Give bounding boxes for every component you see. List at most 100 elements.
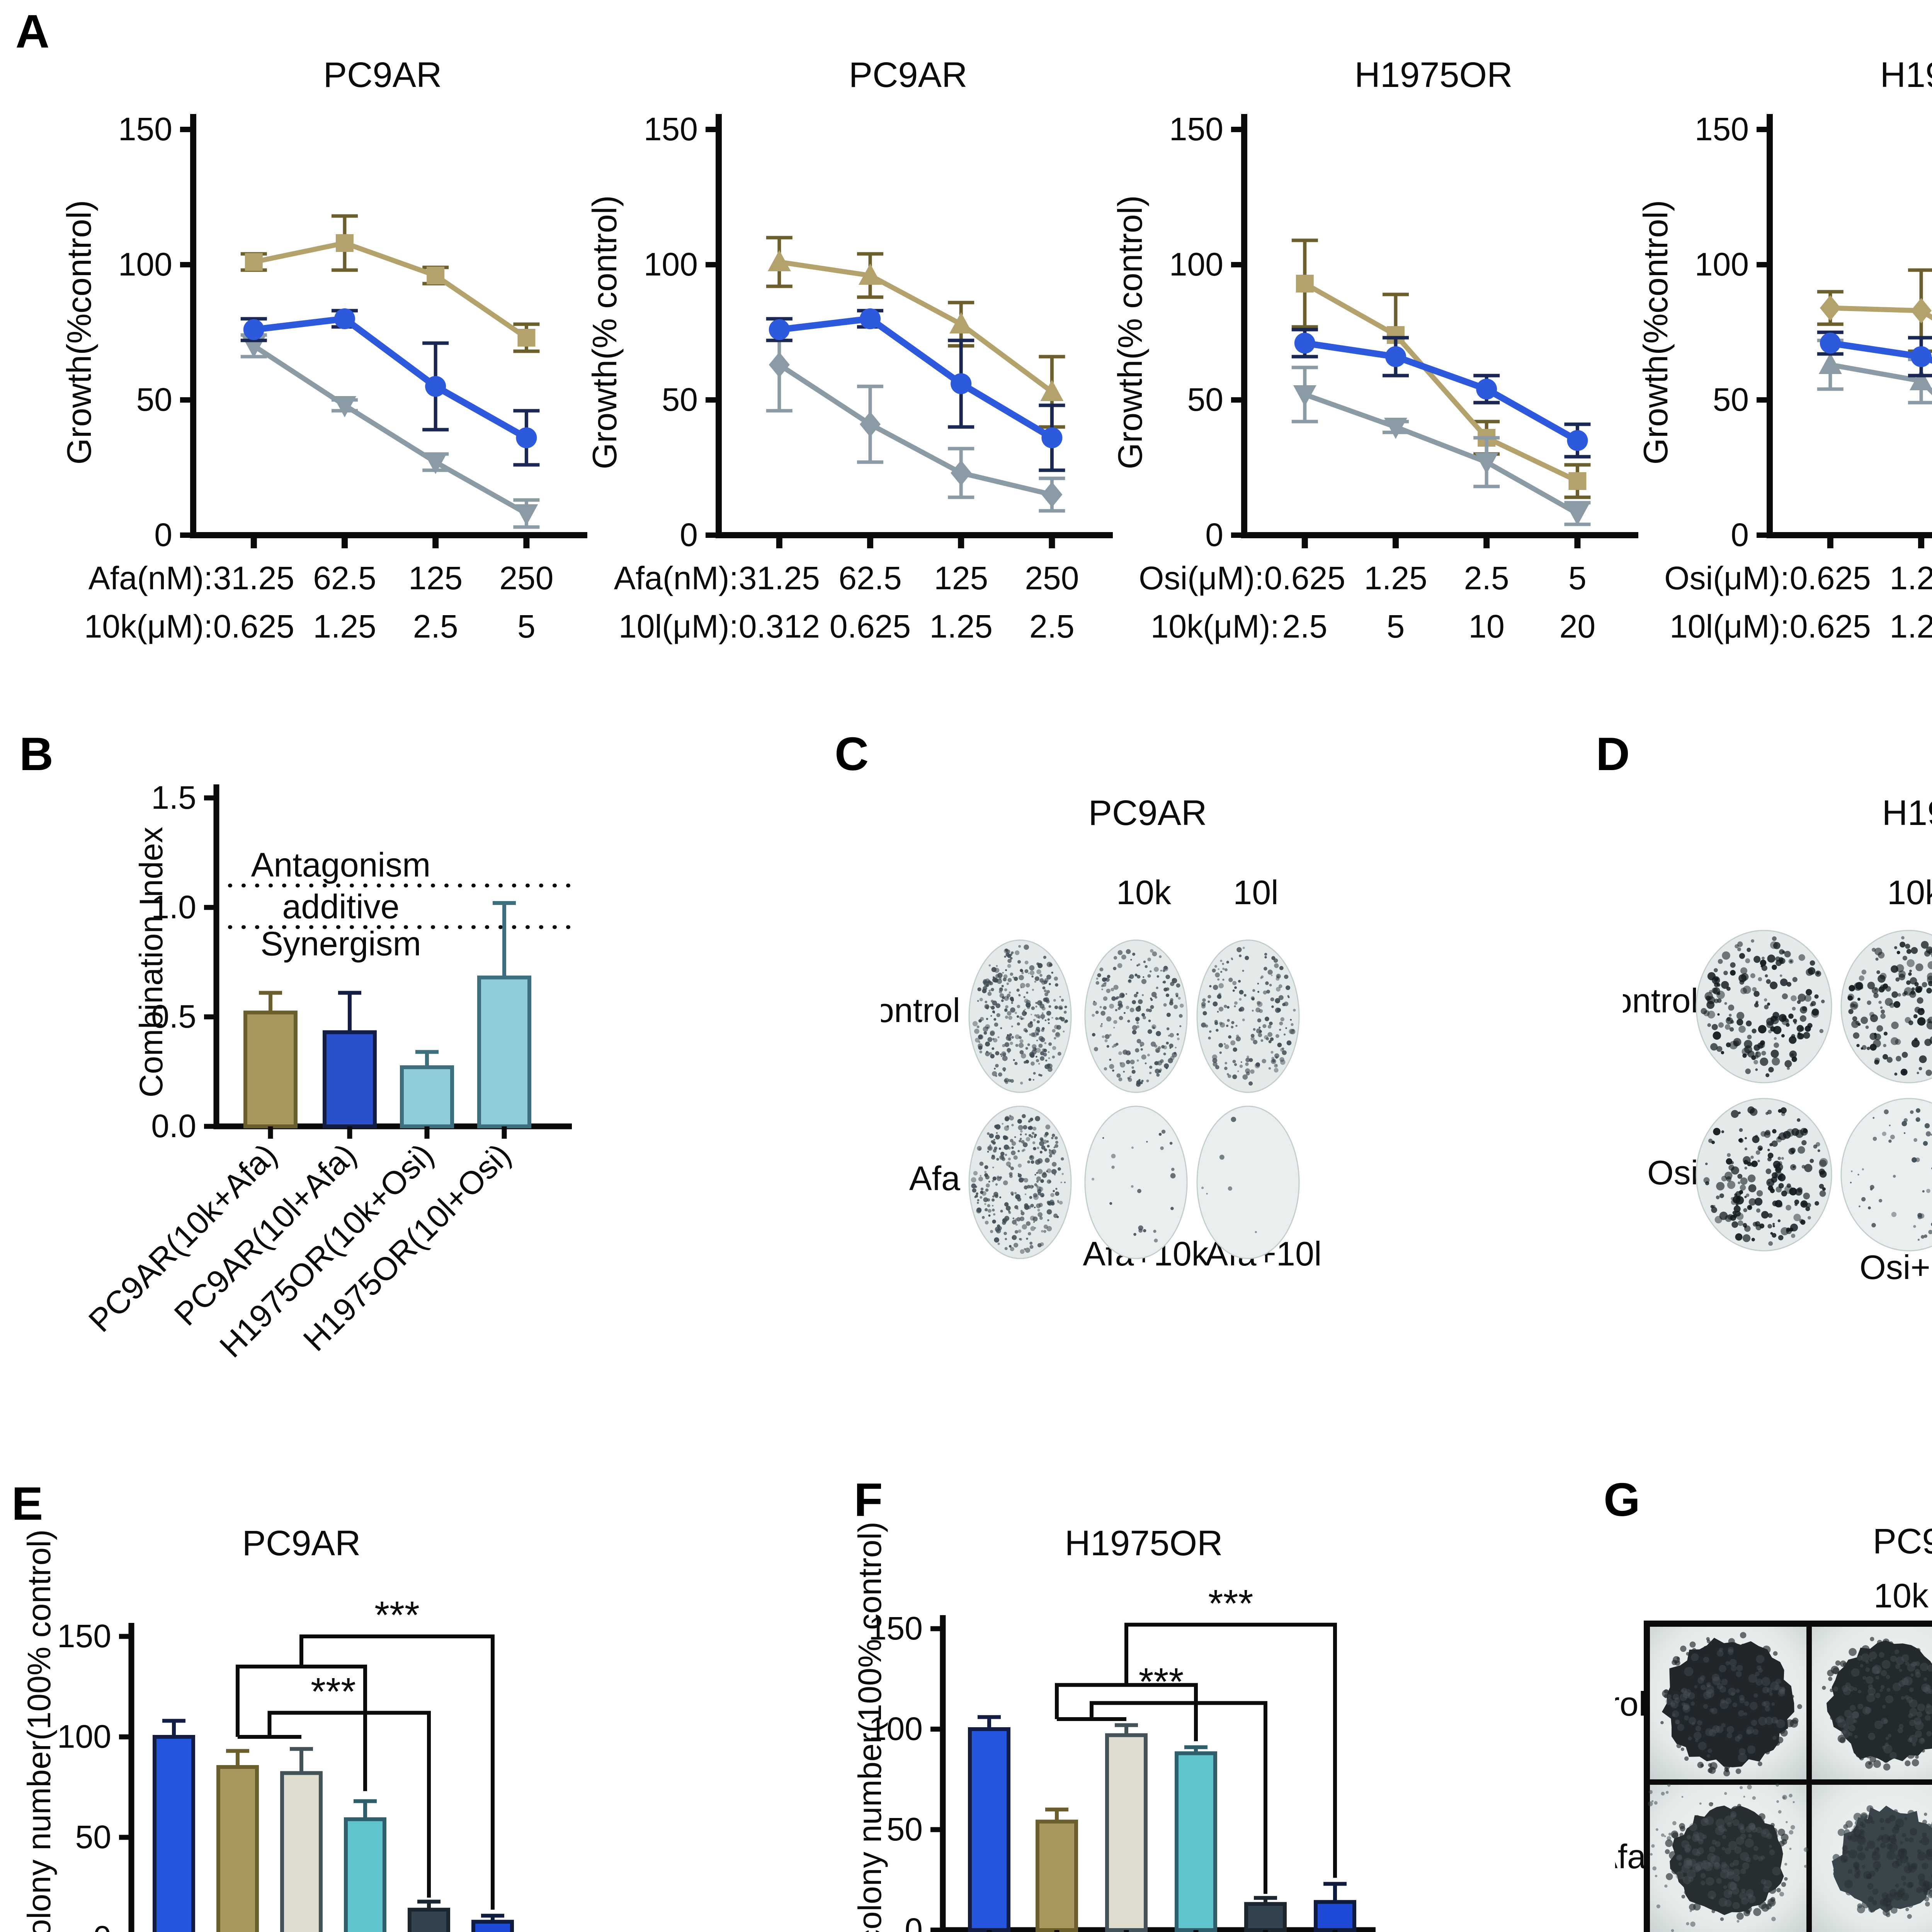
bar-chart-colony-h1975or: H1975OR Relative colony number(100% contr… — [852, 1522, 1376, 1932]
svg-text:10: 10 — [1468, 608, 1504, 645]
svg-text:1.5: 1.5 — [151, 779, 196, 816]
svg-text:Growth(% control): Growth(% control) — [1113, 195, 1149, 469]
svg-text:0: 0 — [1731, 517, 1749, 553]
line-chart-pc9ar-afa-10l: PC9AR Growth(% control) 0 50 100 150 Afa(nM): 3… — [587, 55, 1113, 645]
svg-text:Afa(nM):: Afa(nM): — [614, 560, 738, 596]
svg-text:0.5: 0.5 — [151, 998, 196, 1035]
svg-text:125: 125 — [408, 560, 463, 596]
svg-text:1.25: 1.25 — [1889, 560, 1932, 596]
svg-text:50: 50 — [1713, 381, 1749, 418]
svg-text:10l(μM):: 10l(μM): — [1670, 608, 1789, 645]
svg-text:Osi+10k: Osi+10k — [1859, 1248, 1932, 1286]
svg-text:150: 150 — [644, 111, 698, 147]
svg-text:0.625: 0.625 — [830, 608, 911, 645]
svg-text:50: 50 — [887, 1811, 923, 1847]
svg-text:2.5: 2.5 — [413, 608, 458, 645]
svg-text:50: 50 — [1187, 381, 1223, 418]
svg-text:Growth(%control): Growth(%control) — [62, 200, 98, 465]
svg-text:Osi(μM):: Osi(μM): — [1664, 560, 1789, 596]
panel-letter-a: A — [15, 5, 50, 58]
svg-text:100: 100 — [644, 246, 698, 282]
svg-text:150: 150 — [1169, 111, 1223, 147]
svg-text:0.625: 0.625 — [213, 608, 294, 645]
panel-letter-d: D — [1596, 728, 1630, 780]
bar-chart-combination-index: Combination Index 0.0 0.5 1.0 1.5 Antagonisma… — [82, 779, 574, 1364]
svg-text:1.25: 1.25 — [1364, 560, 1427, 596]
svg-text:0: 0 — [905, 1912, 923, 1932]
svg-text:150: 150 — [869, 1610, 923, 1646]
svg-text:Relative colony number(100% co: Relative colony number(100% control) — [21, 1529, 57, 1932]
svg-text:100: 100 — [1169, 246, 1223, 282]
svg-text:10k: 10k — [1116, 873, 1172, 912]
panel-letter-c: C — [835, 728, 869, 780]
svg-text:31.25: 31.25 — [213, 560, 294, 596]
colony-panel-h1975or: H1975OR10k10lControlOsiOsi+10kOsi+10l — [1623, 793, 1932, 1286]
svg-text:PC9AR: PC9AR — [242, 1524, 361, 1563]
svg-text:H1975OR: H1975OR — [1065, 1524, 1223, 1563]
svg-text:Osi: Osi — [1647, 1153, 1698, 1192]
svg-text:0: 0 — [680, 517, 698, 553]
svg-text:62.5: 62.5 — [313, 560, 376, 596]
svg-text:10k: 10k — [1887, 873, 1932, 912]
svg-text:PC9AR: PC9AR — [1088, 793, 1207, 833]
svg-text:***: *** — [374, 1594, 420, 1637]
svg-text:Control: Control — [1623, 981, 1698, 1020]
svg-text:20: 20 — [1560, 608, 1595, 645]
svg-text:PC9AR: PC9AR — [323, 55, 442, 95]
svg-text:0: 0 — [93, 1919, 111, 1932]
line-chart-h1975or-osi-10k: H1975OR Growth(% control) 0 50 100 150 Osi(μM)… — [1113, 55, 1638, 645]
svg-text:10k(μM):: 10k(μM): — [84, 608, 213, 645]
svg-text:H1975OR: H1975OR — [1880, 55, 1932, 95]
svg-text:150: 150 — [57, 1618, 111, 1654]
svg-text:1.25: 1.25 — [1889, 608, 1932, 645]
svg-text:PC9AR: PC9AR — [849, 55, 968, 95]
svg-text:2.5: 2.5 — [1464, 560, 1509, 596]
line-chart-h1975or-osi-10l: H1975OR Growth(%control) 0 50 100 150 Osi(μM):… — [1638, 55, 1932, 645]
svg-text:50: 50 — [136, 381, 172, 418]
panel-letter-g: G — [1604, 1473, 1640, 1526]
svg-text:100: 100 — [118, 246, 172, 282]
svg-text:Osi(μM):: Osi(μM): — [1139, 560, 1264, 596]
svg-text:50: 50 — [75, 1819, 111, 1855]
svg-text:1.25: 1.25 — [313, 608, 376, 645]
svg-text:5: 5 — [517, 608, 536, 645]
svg-text:10k(μM):: 10k(μM): — [1151, 608, 1279, 645]
svg-text:62.5: 62.5 — [838, 560, 902, 596]
svg-text:1.25: 1.25 — [929, 608, 993, 645]
svg-text:0.625: 0.625 — [1790, 608, 1871, 645]
svg-text:2.5: 2.5 — [1282, 608, 1327, 645]
svg-text:H1975OR: H1975OR — [1354, 55, 1512, 95]
svg-text:Growth(%control): Growth(%control) — [1638, 200, 1675, 465]
svg-text:0.625: 0.625 — [1264, 560, 1345, 596]
svg-text:100: 100 — [1695, 246, 1749, 282]
svg-text:125: 125 — [934, 560, 988, 596]
svg-text:***: *** — [1208, 1582, 1253, 1625]
svg-text:0: 0 — [154, 517, 172, 553]
svg-text:10k: 10k — [1874, 1577, 1929, 1615]
svg-text:Antagonism: Antagonism — [251, 846, 431, 884]
svg-text:Relative colony number(100% co: Relative colony number(100% control) — [852, 1522, 888, 1932]
svg-text:50: 50 — [662, 381, 698, 418]
svg-text:5: 5 — [1387, 608, 1405, 645]
svg-text:Growth(% control): Growth(% control) — [587, 195, 624, 469]
svg-text:10l: 10l — [1233, 873, 1278, 912]
svg-text:Control: Control — [1615, 1685, 1646, 1723]
svg-text:150: 150 — [1695, 111, 1749, 147]
svg-text:***: *** — [311, 1670, 356, 1713]
bar-chart-colony-pc9ar: PC9AR Relative colony number(100% control… — [21, 1524, 514, 1932]
svg-text:250: 250 — [499, 560, 553, 596]
svg-text:150: 150 — [118, 111, 172, 147]
svg-text:additive: additive — [282, 887, 399, 925]
svg-text:10l(μM):: 10l(μM): — [619, 608, 738, 645]
svg-text:31.25: 31.25 — [739, 560, 820, 596]
svg-text:Afa(nM):: Afa(nM): — [88, 560, 213, 596]
svg-text:Combination Index: Combination Index — [133, 827, 169, 1097]
svg-text:250: 250 — [1025, 560, 1079, 596]
panel-letter-b: B — [19, 728, 54, 780]
spheroid-panel-pc9ar: PC9AR10k10lControlAfaAfa+10kAfa+10l — [1615, 1522, 1932, 1932]
svg-text:Synergism: Synergism — [260, 925, 421, 963]
svg-text:PC9AR: PC9AR — [1873, 1522, 1932, 1561]
svg-text:1.0: 1.0 — [151, 889, 196, 925]
svg-text:100: 100 — [869, 1711, 923, 1747]
svg-text:0.312: 0.312 — [739, 608, 820, 645]
